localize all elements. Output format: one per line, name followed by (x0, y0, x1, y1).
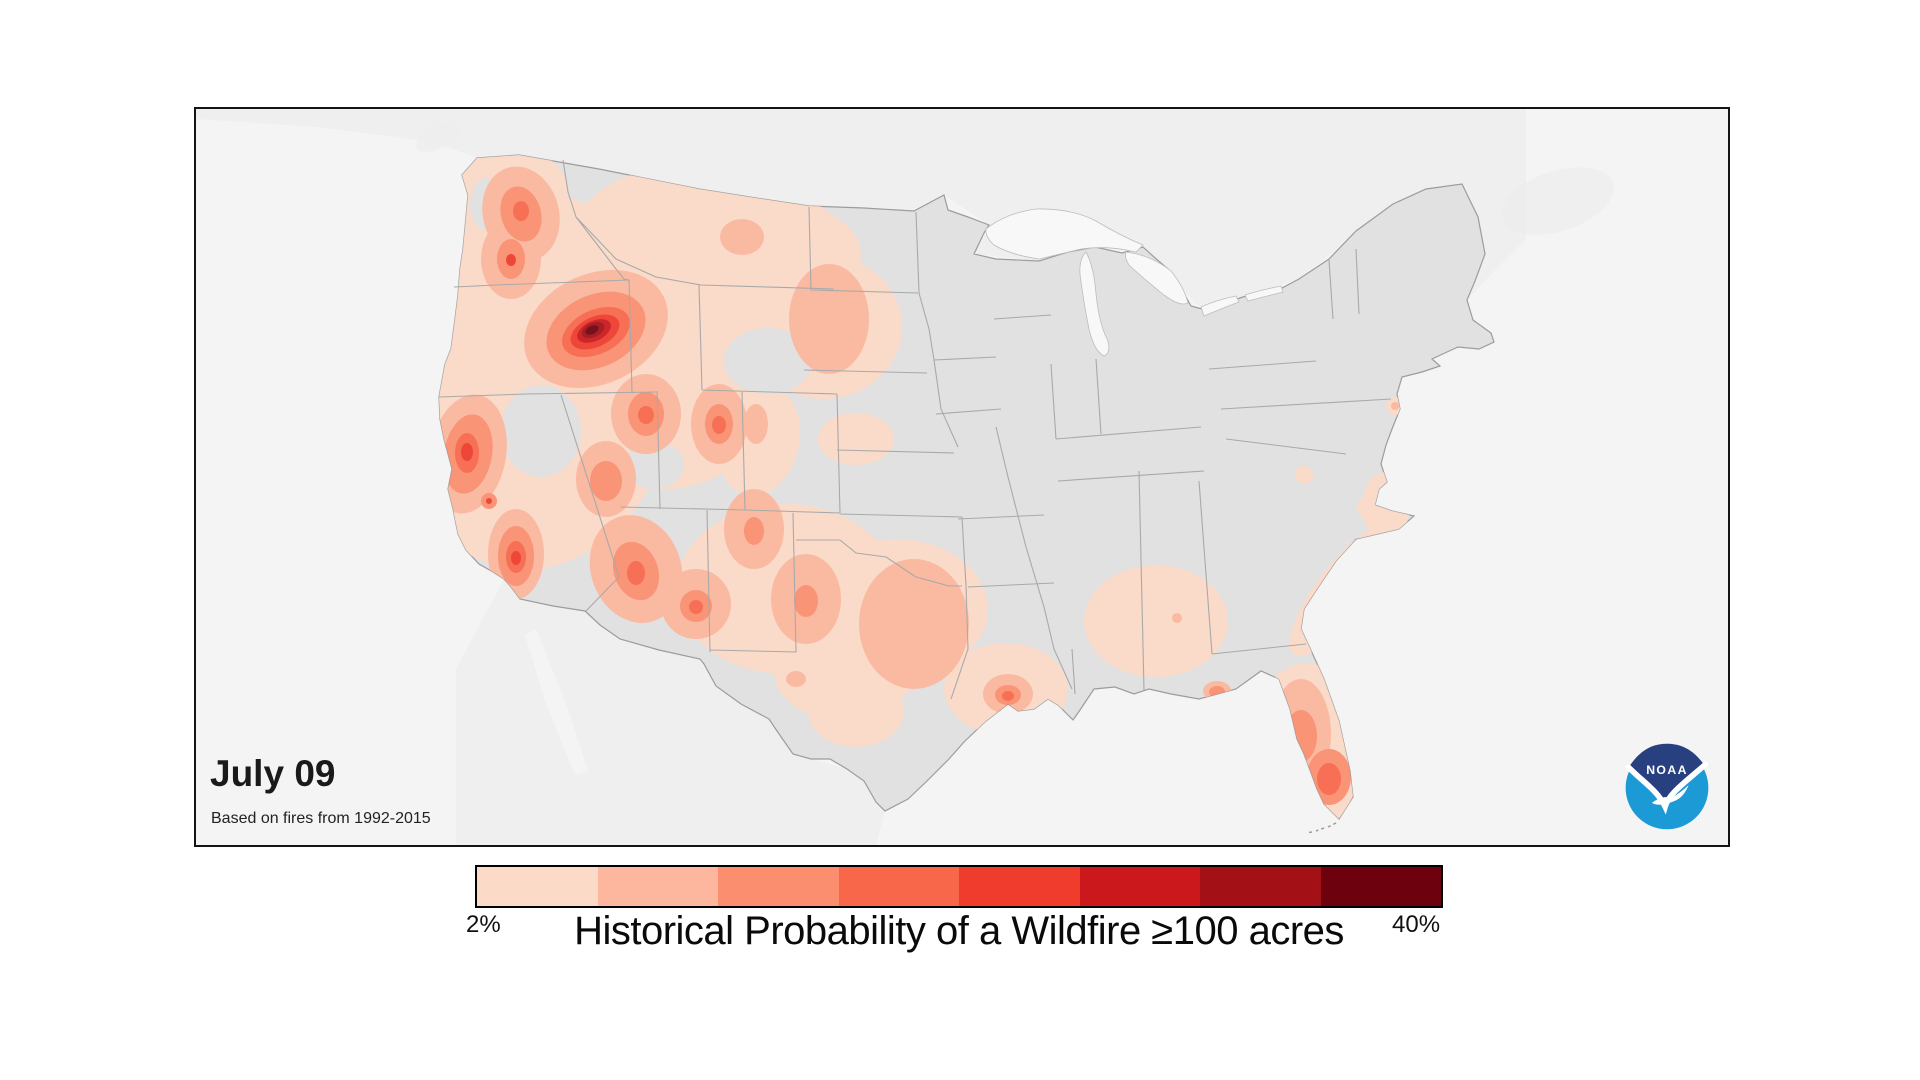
legend-title: Historical Probability of a Wildfire ≥10… (574, 909, 1344, 953)
colorbar-segment (1200, 867, 1321, 906)
colorbar-segment (597, 867, 718, 906)
colorbar-segment (1320, 867, 1441, 906)
colorbar-segment (1079, 867, 1200, 906)
colorbar-segment (838, 867, 959, 906)
legend-min-label: 2% (466, 911, 501, 938)
map-source-note: Based on fires from 1992-2015 (211, 810, 431, 827)
florida-keys (1305, 822, 1337, 834)
noaa-logo-text: NOAA (1646, 763, 1688, 777)
heat-band-8 (585, 325, 599, 335)
noaa-logo-bird-icon (1651, 785, 1689, 805)
colorbar-segment (959, 867, 1080, 906)
colorbar-segment (477, 867, 598, 906)
state-borders (438, 159, 1392, 700)
colorbar-segment (718, 867, 839, 906)
map-date-label: July 09 (210, 753, 336, 794)
legend-max-label: 40% (1392, 911, 1441, 938)
us-wildfire-probability-map (196, 109, 1614, 845)
noaa-logo-wave (1625, 761, 1709, 815)
noaa-logo: NOAA (1625, 743, 1709, 830)
probability-colorbar (475, 865, 1443, 908)
map-panel: July 09 Based on fires from 1992-2015 NO… (194, 107, 1730, 847)
great-lakes (985, 208, 1284, 357)
noaa-logo-fan (1629, 743, 1705, 804)
